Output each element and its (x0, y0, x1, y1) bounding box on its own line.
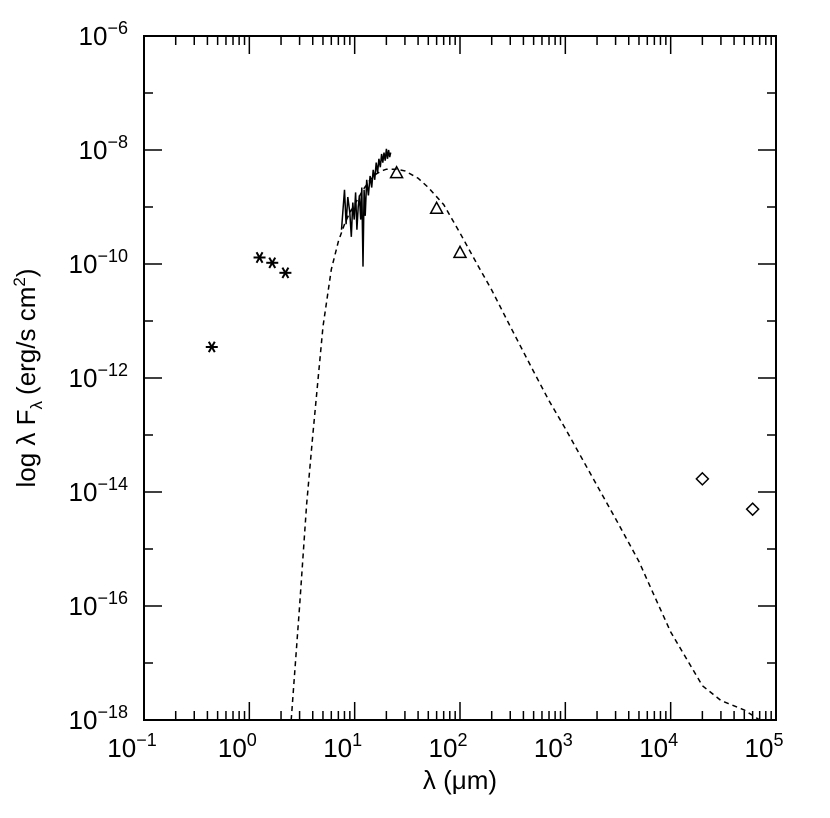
x-tick-label: 100 (218, 730, 257, 763)
y-tick-label: 10−16 (69, 588, 128, 621)
x-axis-title: λ (μm) (423, 765, 497, 795)
asterisk-point (279, 267, 292, 279)
asterisk-point (205, 341, 218, 353)
y-tick-label: 10−8 (79, 132, 128, 165)
x-tick-label: 105 (745, 730, 784, 763)
x-tick-label: 101 (323, 730, 362, 763)
svg-text:log λ Fλ(erg/s cm2): log λ Fλ (erg/s cm2) (10, 268, 46, 487)
x-tick-label: 10−1 (107, 730, 156, 763)
model-curve (290, 168, 761, 720)
plot-frame (143, 35, 777, 721)
y-tick-label: 10−12 (69, 360, 128, 393)
y-axis-title-units: (erg/s cm (11, 287, 41, 395)
asterisk-point (266, 257, 279, 269)
y-tick-label: 10−6 (79, 18, 128, 51)
y-axis-title-main: log λ F (11, 409, 41, 487)
x-tick-label: 104 (639, 730, 678, 763)
triangle-point (389, 165, 404, 179)
diamond-point (745, 502, 760, 517)
y-axis-title-units-sup: 2 (10, 277, 29, 286)
triangle-point (452, 244, 468, 259)
y-tick-label: 10−10 (69, 246, 128, 279)
x-tick-label: 102 (429, 730, 468, 763)
y-axis-title-units-close: ) (11, 268, 41, 277)
spectrum-curve (340, 148, 392, 267)
y-tick-label: 10−18 (69, 702, 128, 735)
y-axis-title: log λ Fλ (erg/s cm2) (10, 268, 46, 487)
asterisk-point (253, 251, 266, 264)
y-axis-title-sub: λ (27, 400, 46, 409)
y-tick-label: 10−14 (69, 474, 128, 507)
x-tick-label: 103 (534, 730, 573, 763)
triangle-point (429, 200, 444, 215)
diamond-point (695, 471, 710, 486)
